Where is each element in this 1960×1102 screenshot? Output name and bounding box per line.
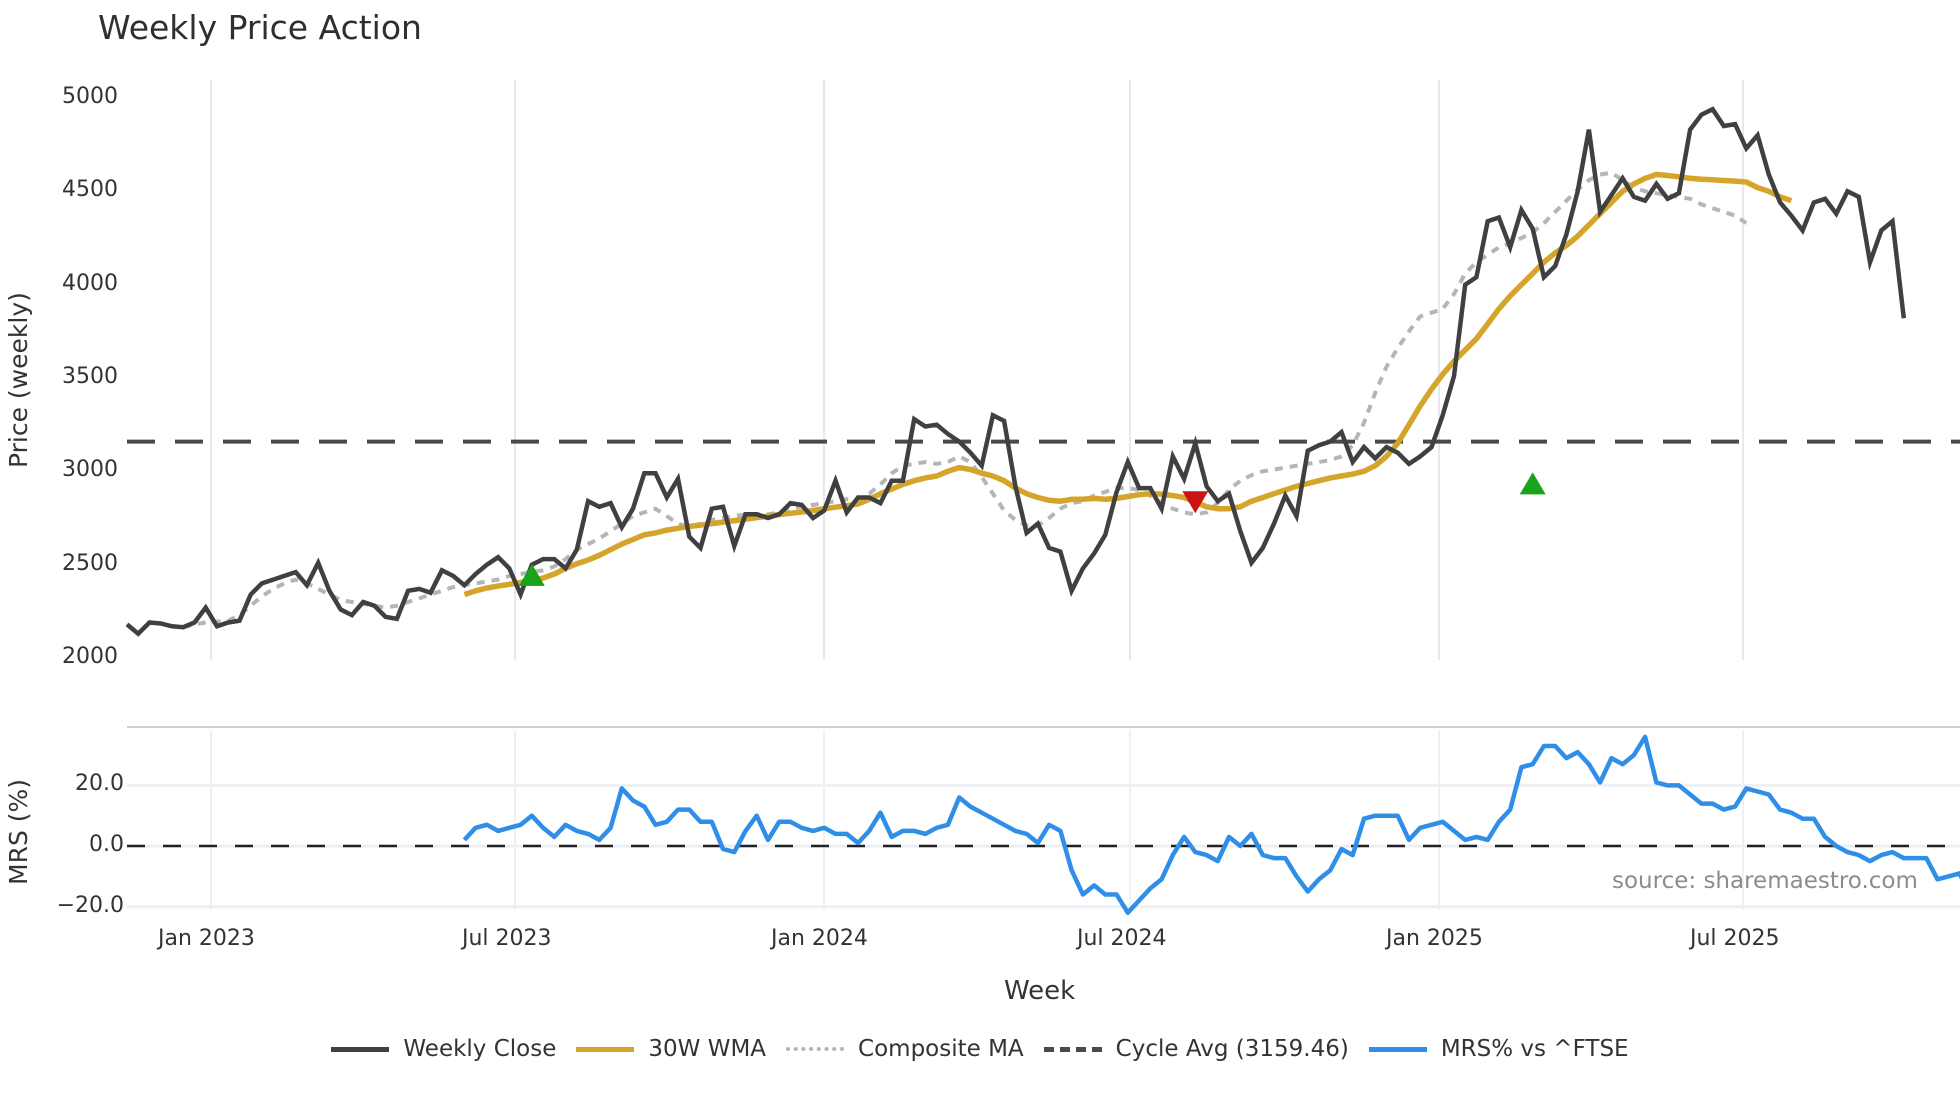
legend-swatch-icon — [1043, 1046, 1102, 1052]
weekly-close-line — [125, 106, 1907, 637]
legend-label: Composite MA — [858, 1036, 1024, 1062]
legend-swatch-icon — [576, 1046, 635, 1052]
buy-signal-marker — [1519, 472, 1546, 495]
legend-item[interactable]: Cycle Avg (3159.46) — [1043, 1036, 1349, 1062]
price-y-tick: 3000 — [62, 457, 118, 483]
price-y-tick: 2500 — [62, 550, 118, 576]
x-tick: Jan 2024 — [771, 926, 868, 951]
legend-item[interactable]: MRS% vs ^FTSE — [1368, 1036, 1629, 1062]
mrs-y-tick: 0.0 — [89, 832, 124, 857]
chart-title: Weekly Price Action — [98, 8, 422, 47]
legend-item[interactable]: Weekly Close — [331, 1036, 556, 1062]
chart-legend: Weekly Close 30W WMA Composite MA Cycle Avg… — [0, 1036, 1960, 1062]
x-tick: Jan 2023 — [158, 926, 255, 951]
legend-label: 30W WMA — [648, 1036, 767, 1062]
legend-swatch-icon — [786, 1047, 845, 1051]
price-axis-label: Price (weekly) — [4, 292, 33, 468]
mrs-line — [462, 734, 1960, 915]
wma-30w-line — [463, 171, 1793, 598]
legend-label: MRS% vs ^FTSE — [1440, 1036, 1629, 1062]
mrs-axis-label: MRS (%) — [4, 778, 33, 885]
mrs-y-tick: −20.0 — [56, 892, 124, 918]
price-y-tick: 5000 — [62, 84, 118, 109]
legend-item[interactable]: Composite MA — [786, 1036, 1024, 1062]
x-tick: Jan 2025 — [1386, 926, 1483, 951]
legend-label: Cycle Avg (3159.46) — [1115, 1036, 1349, 1062]
buy-signal-marker — [518, 563, 545, 586]
legend-swatch-icon — [331, 1046, 390, 1052]
x-tick: Jul 2025 — [1690, 926, 1780, 951]
legend-label: Weekly Close — [403, 1036, 557, 1062]
x-tick: Jul 2024 — [1077, 926, 1167, 951]
composite-ma-line — [182, 170, 1748, 630]
x-tick: Jul 2023 — [462, 926, 552, 951]
price-y-tick: 2000 — [62, 644, 118, 669]
x-axis-label: Week — [1004, 976, 1076, 1006]
sell-signal-marker — [1182, 491, 1209, 514]
legend-item[interactable]: 30W WMA — [576, 1036, 766, 1062]
price-y-tick: 3500 — [62, 364, 118, 389]
mrs-y-tick: 20.0 — [75, 771, 124, 797]
price-y-tick: 4000 — [62, 270, 118, 296]
source-annotation: source: sharemaestro.com — [1612, 868, 1918, 894]
legend-swatch-icon — [1368, 1046, 1427, 1052]
price-y-tick: 4500 — [62, 177, 118, 203]
